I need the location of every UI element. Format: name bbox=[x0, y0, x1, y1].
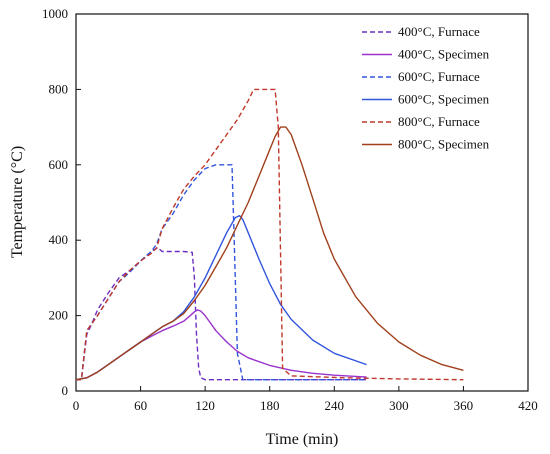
y-tick-label: 200 bbox=[49, 308, 69, 323]
y-axis-title: Temperature (°C) bbox=[9, 146, 26, 258]
x-axis-title: Time (min) bbox=[266, 431, 339, 448]
legend-label-4: 600°C, Specimen bbox=[398, 92, 490, 107]
x-tick-label: 300 bbox=[389, 398, 409, 413]
series-layer bbox=[75, 88, 464, 381]
x-tick-label: 360 bbox=[454, 398, 474, 413]
legend-label-3: 600°C, Furnace bbox=[398, 69, 480, 84]
y-tick-label: 600 bbox=[49, 157, 69, 172]
plot-area bbox=[75, 13, 529, 392]
legend-label-2: 400°C, Specimen bbox=[398, 47, 490, 62]
series-line-1 bbox=[76, 246, 367, 381]
y-tick-label: 800 bbox=[49, 81, 69, 96]
legend-label-5: 800°C, Furnace bbox=[398, 114, 480, 129]
x-tick-label: 180 bbox=[260, 398, 280, 413]
legend-label-6: 800°C, Specimen bbox=[398, 137, 490, 152]
y-axis: 0 200 400 600 800 1000 bbox=[42, 6, 81, 398]
x-tick-label: 0 bbox=[73, 398, 80, 413]
y-tick-label: 400 bbox=[49, 232, 69, 247]
series-line-5 bbox=[76, 88, 464, 381]
series-line-3 bbox=[76, 164, 367, 381]
y-tick-label: 0 bbox=[62, 383, 69, 398]
series-line-6 bbox=[75, 126, 464, 381]
x-tick-label: 240 bbox=[325, 398, 345, 413]
legend: 400°C, Furnace 400°C, Specimen 600°C, Furn… bbox=[362, 24, 490, 152]
x-tick-label: 60 bbox=[134, 398, 147, 413]
y-tick-label: 1000 bbox=[42, 6, 68, 21]
x-tick-label: 120 bbox=[195, 398, 215, 413]
legend-label-1: 400°C, Furnace bbox=[398, 24, 480, 39]
x-tick-label: 420 bbox=[518, 398, 538, 413]
x-axis: 0 60 120 180 240 300 360 420 bbox=[73, 386, 538, 413]
